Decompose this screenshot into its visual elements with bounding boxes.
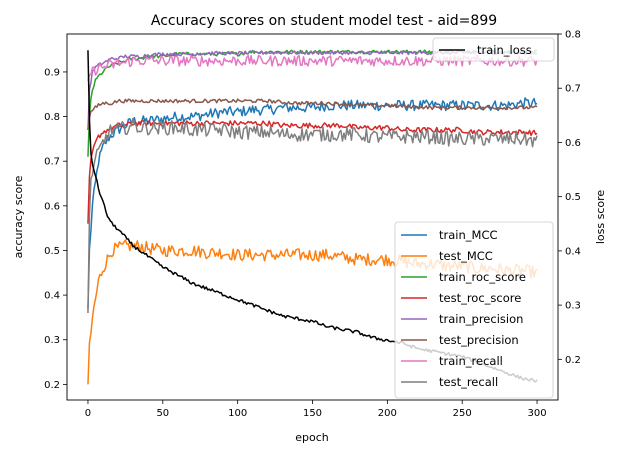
y2-tick-label: 0.8 — [565, 30, 581, 41]
x-tick-label: 50 — [156, 408, 169, 419]
legend-box — [394, 221, 554, 399]
chart-title: Accuracy scores on student model test - … — [151, 13, 497, 29]
y-tick-label: 0.8 — [44, 112, 60, 123]
y2-tick-label: 0.3 — [565, 301, 581, 312]
y-tick-label: 0.3 — [44, 335, 60, 346]
y2-tick-label: 0.5 — [565, 192, 581, 203]
series-line-test-recall — [87, 117, 538, 313]
x-tick-label: 150 — [303, 408, 322, 419]
legend-label: train_precision — [439, 312, 523, 326]
legend-label: test_MCC — [439, 249, 493, 263]
legend-label: test_precision — [439, 333, 519, 347]
legend-label: train_recall — [439, 354, 503, 368]
series-line-train-recall — [87, 54, 538, 82]
y-tick-label: 0.6 — [44, 201, 60, 212]
legend: train_MCC test_MCC train_roc_score test_roc… — [394, 221, 554, 399]
y-axis-right: 0.2 0.3 0.4 0.5 0.6 0.7 0.8 — [558, 30, 581, 366]
legend-label: train_MCC — [439, 228, 498, 242]
legend-label: test_recall — [439, 375, 498, 389]
y2-tick-label: 0.7 — [565, 84, 581, 95]
y-tick-label: 0.5 — [44, 246, 60, 257]
legend-label: train_loss — [477, 43, 532, 57]
x-tick-label: 0 — [85, 408, 91, 419]
legend-label: test_roc_score — [439, 291, 521, 305]
y-axis-label: accuracy score — [12, 175, 25, 258]
y-tick-label: 0.7 — [44, 157, 60, 168]
series-line-test-precision — [87, 98, 538, 131]
y-tick-label: 0.2 — [44, 380, 60, 391]
y-tick-label: 0.9 — [44, 67, 60, 78]
x-tick-label: 100 — [228, 408, 247, 419]
y2-tick-label: 0.6 — [565, 138, 581, 149]
legend-label: train_roc_score — [439, 270, 526, 284]
y2-tick-label: 0.2 — [565, 355, 581, 366]
y2-tick-label: 0.4 — [565, 246, 581, 257]
legend-loss-box — [432, 37, 555, 62]
series-line-train-MCC — [87, 97, 538, 309]
y-tick-label: 0.4 — [44, 291, 60, 302]
x-axis: 0 50 100 150 200 250 300 — [85, 400, 547, 419]
legend-loss: train_loss — [432, 37, 555, 62]
y2-axis-label: loss score — [594, 190, 607, 245]
x-tick-label: 250 — [453, 408, 472, 419]
y-axis-left: 0.2 0.3 0.4 0.5 0.6 0.7 0.8 0.9 — [44, 67, 67, 391]
x-tick-label: 200 — [378, 408, 397, 419]
x-axis-label: epoch — [295, 431, 329, 444]
x-tick-label: 300 — [527, 408, 546, 419]
